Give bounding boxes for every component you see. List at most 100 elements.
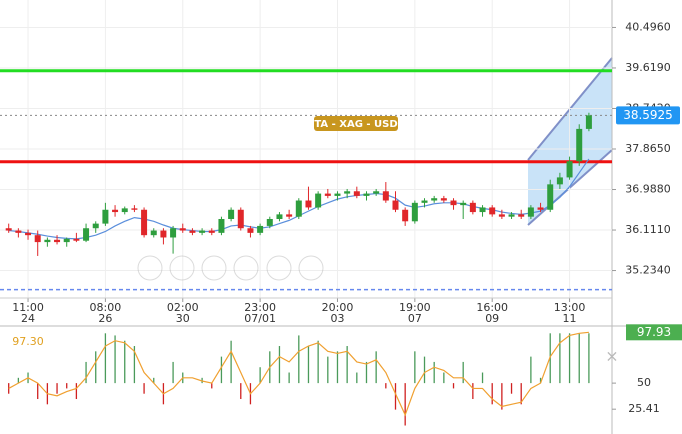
candle-body: [498, 214, 505, 217]
candle-body: [63, 238, 70, 243]
candle-body: [576, 128, 583, 162]
candle-body: [556, 177, 563, 185]
candle-body: [334, 193, 341, 196]
candle-body: [460, 202, 467, 206]
candle-body: [160, 230, 167, 238]
last-price-box: [616, 106, 680, 125]
candle-body: [344, 191, 351, 194]
candle-body: [121, 208, 128, 213]
candle-body: [315, 193, 322, 208]
reset[interactable]: [233, 255, 259, 281]
candle-body: [373, 191, 380, 194]
candle-body: [508, 214, 515, 217]
indicator-label: 97.30: [12, 335, 44, 348]
x-tick-date: 07: [408, 312, 422, 325]
candle-body: [179, 228, 186, 231]
candle-body: [421, 200, 428, 203]
candle-body: [150, 230, 157, 236]
candle-body: [5, 228, 12, 231]
candle-body: [305, 200, 312, 208]
oscillator-line: [8, 331, 589, 417]
x-tick-date: 03: [330, 312, 344, 325]
zoom-in[interactable]: [201, 255, 227, 281]
candle-body: [566, 161, 573, 178]
candle-body: [450, 200, 457, 206]
candle-body: [73, 238, 80, 241]
candle-body: [266, 218, 273, 226]
osc-y-tick-label: 50: [637, 376, 651, 389]
x-tick-time: 20:00: [322, 301, 354, 314]
candle-body: [431, 198, 438, 201]
candle-body: [276, 214, 283, 219]
candle-body: [257, 225, 264, 233]
toolbar[interactable]: [137, 255, 324, 281]
candle-body: [92, 223, 99, 229]
candle-body: [440, 198, 447, 201]
x-tick-date: 07/01: [244, 312, 276, 325]
candle-body: [479, 207, 486, 213]
candle-body: [547, 184, 554, 210]
candle-body: [112, 209, 119, 213]
osc-current-box: [626, 324, 682, 341]
scroll-left[interactable]: [137, 255, 163, 281]
candle-body: [295, 200, 302, 217]
candle-body: [102, 209, 109, 224]
x-tick-time: 08:00: [90, 301, 122, 314]
candle-body: [585, 115, 592, 129]
annotation-box: [314, 116, 398, 131]
candle-body: [324, 193, 331, 196]
osc-y-tick-label: 25.41: [628, 402, 660, 415]
fit[interactable]: [266, 255, 292, 281]
candle-body: [392, 200, 399, 210]
osc-current-label: 97.93: [637, 325, 671, 339]
candle-body: [469, 202, 476, 213]
candle-body: [25, 232, 32, 236]
x-tick-date: 26: [98, 312, 112, 325]
x-tick-time: 02:00: [167, 301, 199, 314]
y-tick-label: 36.9880: [625, 183, 671, 196]
candle-body: [518, 214, 525, 217]
y-tick-label: 37.8650: [625, 142, 671, 155]
candle-body: [170, 228, 177, 238]
zoom-out[interactable]: [169, 255, 195, 281]
x-tick-time: 13:00: [554, 301, 586, 314]
candle-body: [402, 209, 409, 222]
x-tick-time: 16:00: [476, 301, 508, 314]
candle-body: [537, 207, 544, 210]
candle-body: [247, 228, 254, 233]
candle-body: [199, 230, 206, 233]
y-tick-label: 40.4960: [625, 20, 671, 33]
candle-body: [237, 209, 244, 229]
candle-body: [218, 218, 225, 233]
candle-body: [228, 209, 235, 219]
candle-body: [15, 230, 22, 233]
y-tick-label: 36.1110: [625, 223, 671, 236]
candle-body: [54, 239, 61, 243]
candle-body: [411, 202, 418, 222]
candle-body: [382, 191, 389, 201]
scroll-right[interactable]: [298, 255, 324, 281]
x-tick-date: 11: [563, 312, 577, 325]
candle-body: [489, 207, 496, 215]
candle-body: [527, 207, 534, 217]
y-tick-label: 35.2340: [625, 264, 671, 277]
x-tick-time: 23:00: [244, 301, 276, 314]
x-tick-date: 30: [176, 312, 190, 325]
close-icon[interactable]: ×: [605, 347, 618, 366]
candle-body: [141, 209, 148, 236]
candle-body: [286, 214, 293, 217]
candle-body: [83, 228, 90, 241]
candle-body: [189, 230, 196, 233]
candle-body: [353, 191, 360, 196]
x-tick-date: 09: [485, 312, 499, 325]
y-tick-label: 39.6190: [625, 61, 671, 74]
candle-body: [44, 239, 51, 243]
x-tick-time: 19:00: [399, 301, 431, 314]
candle-body: [208, 230, 215, 233]
last-price-label: 38.5925: [623, 108, 673, 122]
candle-body: [34, 235, 41, 243]
x-tick-date: 24: [21, 312, 35, 325]
candle-body: [131, 208, 138, 210]
